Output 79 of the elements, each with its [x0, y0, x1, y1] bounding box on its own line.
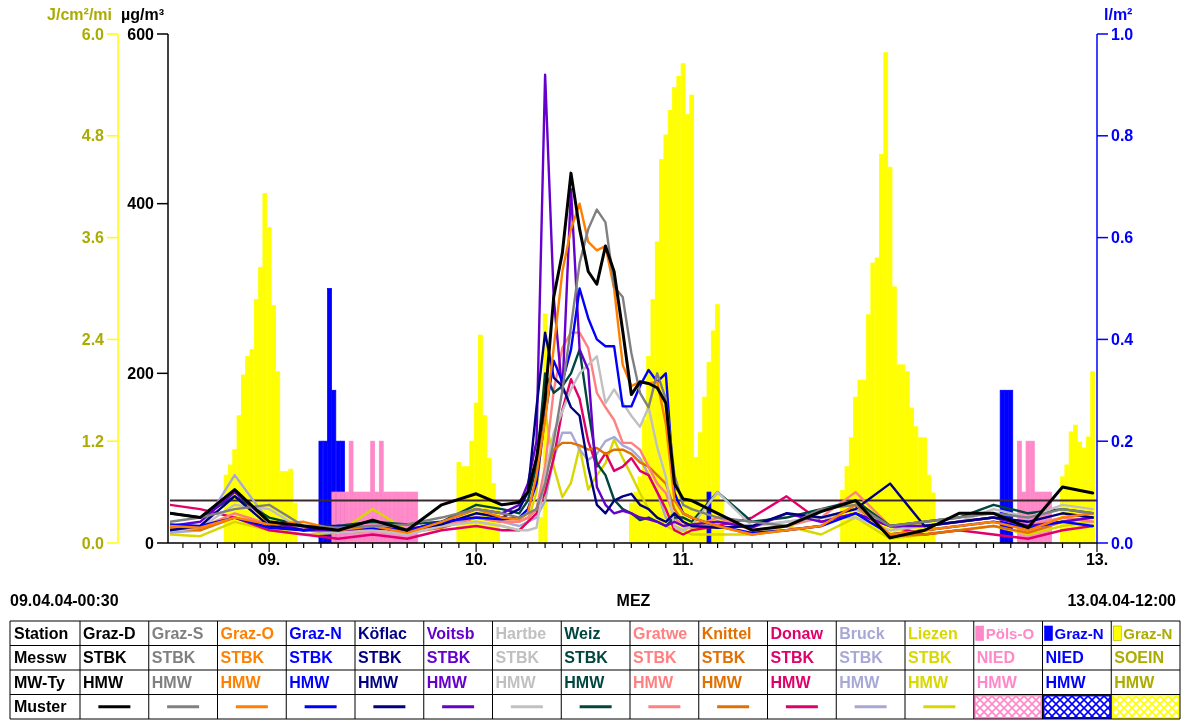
- text: STBK: [908, 649, 952, 667]
- y2-tick-label: 0.6: [1111, 229, 1134, 247]
- y3-tick-label: 0.0: [81, 534, 105, 552]
- text: STBK: [633, 649, 677, 667]
- text: HMW: [358, 673, 399, 691]
- y-tick-label: 200: [127, 364, 155, 382]
- text: HMW: [1045, 673, 1087, 691]
- text: 09.04.04-00:30: [10, 592, 119, 609]
- text: STBK: [701, 649, 746, 667]
- text: HMW: [564, 673, 606, 691]
- text: Köflac: [358, 624, 407, 642]
- text: SOEIN: [1114, 649, 1165, 667]
- text: Donaw: [770, 624, 824, 642]
- y2-tick-label: 0.0: [1111, 534, 1134, 552]
- text: STBK: [770, 649, 815, 667]
- x-tick-label: 10.: [465, 551, 488, 568]
- text: Muster: [14, 698, 67, 716]
- text: Liezen: [908, 624, 958, 642]
- x-axis-title: MEZ: [616, 592, 651, 609]
- y2-tick-label: 0.2: [1111, 432, 1134, 450]
- text: Graz-O: [220, 624, 274, 642]
- text: Voitsb: [426, 624, 475, 642]
- text: Station: [14, 624, 69, 642]
- text: HMW: [770, 673, 812, 691]
- text: NIED: [1045, 649, 1084, 667]
- text: STBK: [220, 649, 265, 667]
- text: HMW: [220, 673, 262, 691]
- text: Hartbe: [495, 624, 547, 642]
- x-tick-label: 13.: [1085, 551, 1109, 568]
- text: HMW: [908, 673, 949, 691]
- text: Knittel: [701, 624, 752, 642]
- text: MW-Ty: [14, 673, 66, 691]
- text: STBK: [151, 649, 196, 667]
- text: STBK: [289, 649, 334, 667]
- text: HMW: [289, 673, 331, 691]
- y2-tick-label: 1.0: [1111, 25, 1134, 43]
- y3-tick-label: 4.8: [81, 127, 105, 145]
- y3-tick-label: 3.6: [81, 229, 105, 247]
- text: Messw: [14, 649, 68, 667]
- x-tick-label: 11.: [672, 551, 694, 568]
- text: STBK: [839, 649, 884, 667]
- text: HMW: [83, 673, 124, 691]
- text: HMW: [839, 673, 881, 691]
- legend-label: Pöls-O: [985, 624, 1035, 642]
- text: Bruck: [839, 624, 885, 642]
- legend-label: Graz-N: [1054, 624, 1104, 642]
- text: Gratwe: [633, 624, 688, 642]
- legend-label: Graz-N: [1123, 624, 1173, 642]
- y2-axis-title: l/m²: [1104, 6, 1133, 23]
- text: STBK: [358, 649, 402, 667]
- text: HMW: [426, 673, 468, 691]
- text: HMW: [633, 673, 674, 691]
- y-axis-title: µg/m³: [121, 6, 164, 23]
- y-tick-label: 600: [127, 25, 155, 43]
- text: STBK: [495, 649, 540, 667]
- y3-tick-label: 1.2: [81, 432, 105, 450]
- text: HMW: [701, 673, 743, 691]
- text: STBK: [426, 649, 471, 667]
- y-tick-label: 400: [127, 195, 155, 213]
- y2-tick-label: 0.8: [1111, 127, 1134, 145]
- text: HMW: [976, 673, 1018, 691]
- text: Graz-N: [289, 624, 342, 642]
- text: Graz-D: [83, 624, 136, 642]
- y3-axis-title: J/cm²/mi: [47, 6, 112, 23]
- x-tick-label: 12.: [878, 551, 902, 568]
- text: STBK: [83, 649, 127, 667]
- y-tick-label: 0: [145, 534, 155, 552]
- text: HMW: [151, 673, 193, 691]
- text: Weiz: [564, 624, 601, 642]
- text: 13.04.04-12:00: [1067, 592, 1177, 609]
- y2-tick-label: 0.4: [1111, 331, 1134, 348]
- y3-tick-label: 2.4: [81, 331, 105, 348]
- text: NIED: [976, 649, 1015, 667]
- text: HMW: [1114, 673, 1156, 691]
- y3-tick-label: 6.0: [81, 25, 105, 43]
- x-tick-label: 09.: [258, 551, 281, 568]
- text: STBK: [564, 649, 609, 667]
- text: HMW: [495, 673, 537, 691]
- text: Graz-S: [151, 624, 204, 642]
